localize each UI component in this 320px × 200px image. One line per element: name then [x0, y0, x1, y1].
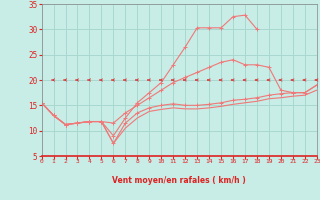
X-axis label: Vent moyen/en rafales ( km/h ): Vent moyen/en rafales ( km/h ) [112, 176, 246, 185]
